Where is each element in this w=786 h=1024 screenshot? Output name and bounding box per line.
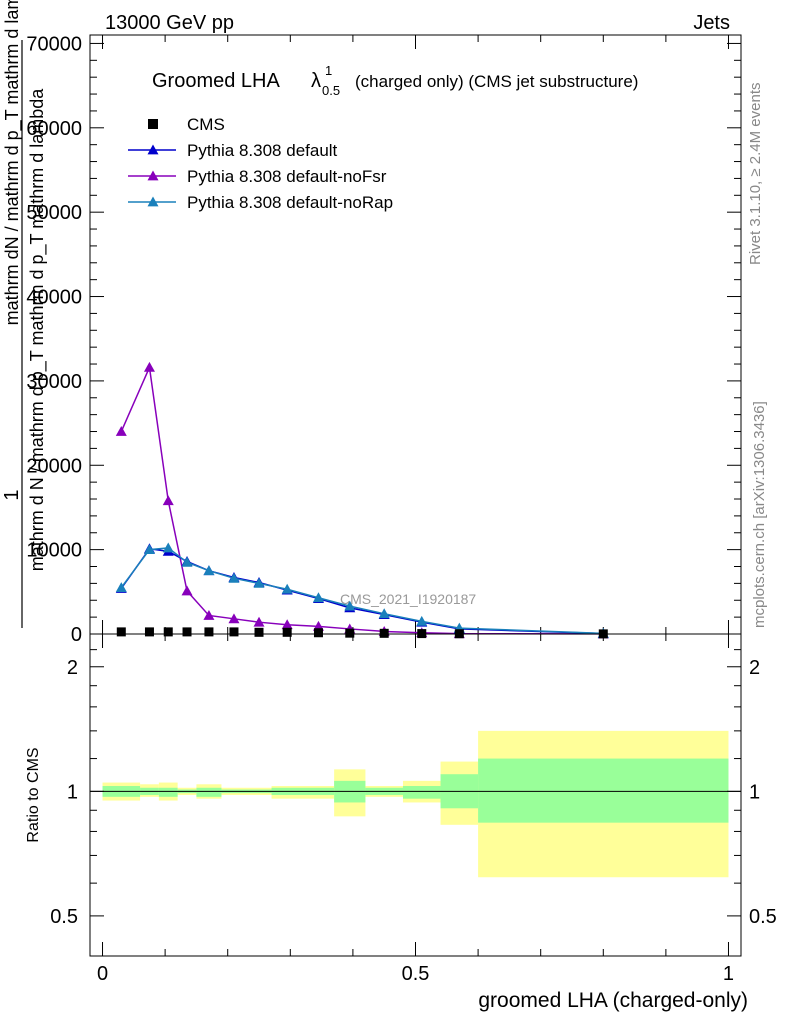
main-y-tick-label: 0 — [71, 624, 82, 646]
y-label-denominator: mathrm dN / mathrm d p_T mathrm d lambda — [2, 0, 23, 325]
plot-title-main: Groomed LHA — [152, 70, 280, 92]
main-y-axis-label: 1 mathrm d N / mathrm d p_T mathrm d p_T… — [1, 0, 48, 628]
series-point-noRap — [378, 608, 390, 619]
legend-label-noFsr: Pythia 8.308 default-noFsr — [187, 167, 387, 186]
series-point-noRap — [181, 556, 193, 567]
legend-marker-default — [147, 144, 159, 155]
main-y-tick-label: 50000 — [26, 202, 82, 224]
series-point-noRap — [115, 582, 127, 592]
legend-label-default: Pythia 8.308 default — [187, 141, 338, 160]
plot-title: Groomed LHA λ 1 0.5 (charged only) (CMS … — [152, 63, 638, 98]
ratio-y-tick-label-right: 1 — [749, 781, 760, 803]
ratio-band-inner — [402, 786, 441, 799]
series-point-noRap — [344, 600, 356, 611]
series-point-noRap — [416, 615, 428, 626]
main-y-tick-label: 20000 — [26, 455, 82, 477]
main-plot-panel: 0 10000 20000 30000 40000 50000 60000 70000 — [26, 33, 742, 646]
ratio-y-axis-label: Ratio to CMS — [25, 747, 42, 842]
ratio-axis-ticks: 0.5 0.5 1 1 2 2 0 0.5 1 — [50, 634, 777, 985]
series-point-noRap — [228, 572, 240, 583]
ratio-y-tick-label: 1 — [67, 781, 78, 803]
series-point-noRap — [203, 565, 215, 576]
ratio-uncertainty-bands — [90, 730, 741, 878]
header-process: Jets — [693, 12, 730, 34]
x-axis-label: groomed LHA (charged-only) — [478, 989, 748, 1012]
main-data-series — [115, 361, 609, 639]
plot-title-lambda: λ — [311, 70, 321, 92]
main-y-tick-label: 30000 — [26, 371, 82, 393]
series-point-cms — [313, 628, 323, 638]
header-energy: 13000 GeV pp — [105, 12, 234, 34]
x-tick-label: 0.5 — [402, 963, 430, 985]
analysis-watermark: CMS_2021_I1920187 — [340, 591, 476, 607]
series-point-noFsr — [143, 361, 155, 372]
ratio-band-inner — [478, 758, 729, 823]
ratio-y-tick-label-right: 2 — [749, 657, 760, 679]
y-label-numerator-one: 1 — [1, 489, 23, 500]
series-point-cms — [144, 627, 154, 637]
main-y-tick-label: 70000 — [26, 33, 82, 55]
x-tick-label: 1 — [723, 963, 734, 985]
plot-title-superscript: 1 — [325, 63, 332, 78]
series-point-noRap — [281, 583, 293, 594]
series-point-cms — [254, 627, 264, 637]
ratio-band-inner — [158, 787, 178, 797]
series-point-noFsr — [162, 495, 174, 506]
series-point-noRap — [162, 542, 174, 553]
series-point-noFsr — [115, 426, 127, 436]
series-point-cms — [163, 627, 173, 637]
series-point-cms — [182, 627, 192, 637]
legend: CMS Pythia 8.308 default Pythia 8.308 defa… — [128, 115, 393, 212]
series-point-cms — [116, 627, 126, 637]
main-y-tick-label: 40000 — [26, 287, 82, 309]
ratio-band-inner — [196, 787, 222, 797]
main-y-tick-label: 10000 — [26, 540, 82, 562]
main-y-tick-label: 60000 — [26, 118, 82, 140]
ratio-y-tick-label-right: 0.5 — [749, 906, 777, 928]
series-point-noFsr — [228, 613, 240, 624]
plot-title-subscript: 0.5 — [322, 83, 340, 98]
series-point-cms — [229, 627, 239, 637]
series-point-cms — [204, 627, 214, 637]
series-point-cms — [345, 628, 355, 638]
series-point-noRap — [253, 577, 265, 588]
x-tick-label: 0 — [97, 963, 108, 985]
ratio-y-tick-label: 2 — [67, 657, 78, 679]
legend-marker-cms — [148, 119, 158, 129]
y-label-numerator-expression: mathrm d N / mathrm d p_T mathrm d p_T m… — [27, 88, 48, 571]
series-point-noFsr — [203, 609, 215, 620]
series-point-cms — [282, 627, 292, 637]
series-point-noFsr — [253, 616, 265, 627]
series-point-cms — [379, 628, 389, 638]
series-point-noRap — [143, 544, 155, 555]
series-point-noFsr — [181, 585, 193, 596]
legend-label-noRap: Pythia 8.308 default-noRap — [187, 193, 393, 212]
series-point-noRap — [312, 592, 324, 603]
main-y-axis-ticks: 0 10000 20000 30000 40000 50000 60000 70000 — [26, 33, 741, 646]
legend-marker-noFsr — [147, 170, 159, 181]
series-point-noFsr — [281, 619, 293, 630]
mcplots-reference-text: mcplots.cern.ch [arXiv:1306.3436] — [751, 401, 768, 628]
plot-title-rest: (charged only) (CMS jet substructure) — [355, 72, 638, 91]
rivet-version-text: Rivet 3.1.10, ≥ 2.4M events — [747, 83, 764, 266]
series-line-noFsr — [120, 364, 604, 635]
ratio-y-tick-label: 0.5 — [50, 906, 78, 928]
legend-marker-noRap — [147, 196, 159, 207]
legend-label-cms: CMS — [187, 115, 225, 134]
ratio-plot-panel: 0.5 0.5 1 1 2 2 0 0.5 1 — [50, 633, 777, 985]
